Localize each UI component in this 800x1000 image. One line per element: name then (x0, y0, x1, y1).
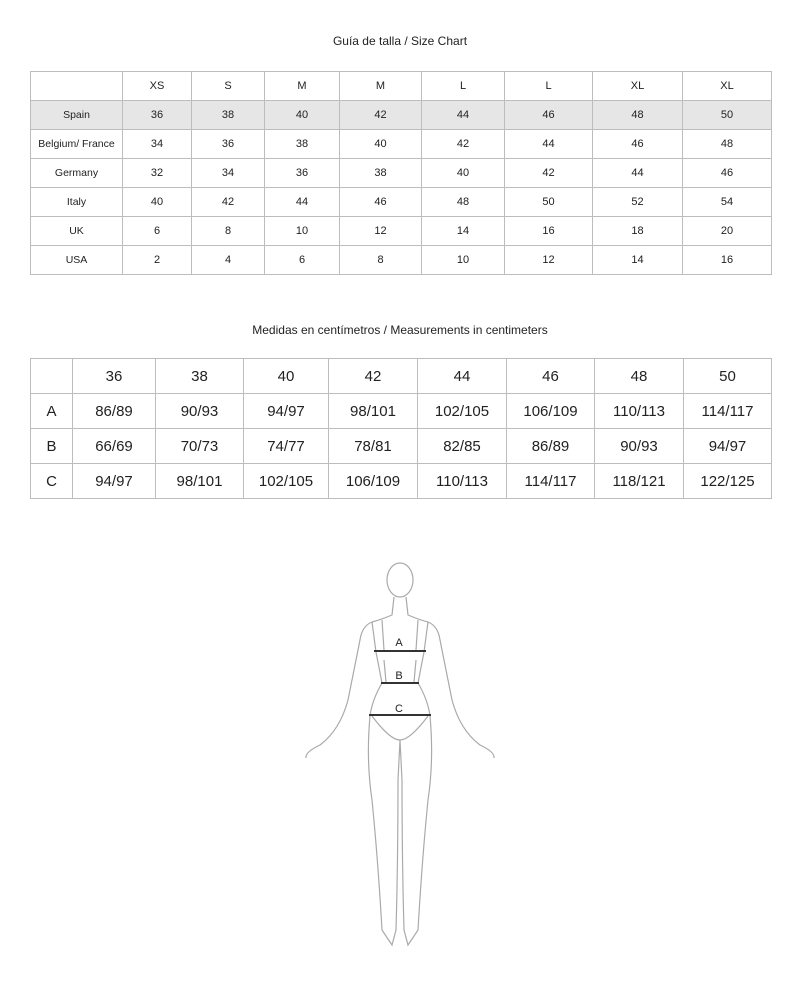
table-row: C 94/97 98/101 102/105 106/109 110/113 114/117… (30, 463, 772, 499)
row-label: B (30, 428, 73, 464)
header-cell: 42 (328, 358, 418, 394)
table-cell: 14 (592, 245, 683, 275)
measurements-title: Medidas en centímetros / Measurements in… (252, 323, 548, 337)
header-cell: 48 (594, 358, 684, 394)
table-cell: 114/117 (683, 393, 772, 429)
table-cell: 42 (339, 100, 422, 130)
header-row: XS S M M L L XL XL (30, 71, 772, 101)
table-row: USA 2 4 6 8 10 12 14 16 (30, 245, 772, 275)
table-cell: 36 (264, 158, 340, 188)
table-cell: 32 (122, 158, 192, 188)
table-cell: 38 (191, 100, 265, 130)
header-cell: 36 (72, 358, 156, 394)
table-cell: 16 (504, 216, 593, 246)
header-cell: 44 (417, 358, 507, 394)
table-cell: 10 (264, 216, 340, 246)
table-cell: 82/85 (417, 428, 507, 464)
table-cell: 118/121 (594, 463, 684, 499)
table-cell: 40 (264, 100, 340, 130)
table-cell: 86/89 (506, 428, 595, 464)
table-cell: 102/105 (243, 463, 329, 499)
table-cell: 48 (682, 129, 772, 159)
header-cell (30, 71, 123, 101)
table-cell: 48 (592, 100, 683, 130)
table-cell: 2 (122, 245, 192, 275)
row-label: Spain (30, 100, 123, 130)
label-a: A (395, 637, 403, 649)
table-cell: 42 (191, 187, 265, 217)
table-cell: 106/109 (506, 393, 595, 429)
table-cell: 94/97 (683, 428, 772, 464)
table-cell: 44 (264, 187, 340, 217)
row-label: Italy (30, 187, 123, 217)
header-cell: 40 (243, 358, 329, 394)
table-cell: 90/93 (594, 428, 684, 464)
table-cell: 98/101 (155, 463, 244, 499)
label-c: C (395, 703, 403, 715)
table-cell: 46 (504, 100, 593, 130)
table-cell: 44 (421, 100, 505, 130)
table-cell: 42 (421, 129, 505, 159)
table-cell: 38 (339, 158, 422, 188)
table-cell: 6 (264, 245, 340, 275)
header-cell: 46 (506, 358, 595, 394)
table-cell: 122/125 (683, 463, 772, 499)
figure-arms (305, 596, 495, 759)
table-cell: 42 (504, 158, 593, 188)
label-b: B (395, 670, 402, 682)
header-cell: XS (122, 71, 192, 101)
table-cell: 78/81 (328, 428, 418, 464)
measurements-table: 36 38 40 42 44 46 48 50 A 86/89 90/93 94/97 98/101 10… (30, 358, 772, 499)
header-cell: L (504, 71, 593, 101)
figure-details (371, 619, 429, 741)
row-label: USA (30, 245, 123, 275)
table-cell: 52 (592, 187, 683, 217)
table-cell: 110/113 (594, 393, 684, 429)
table-cell: 98/101 (328, 393, 418, 429)
table-cell: 8 (339, 245, 422, 275)
table-cell: 12 (504, 245, 593, 275)
header-cell: L (421, 71, 505, 101)
header-cell: XL (682, 71, 772, 101)
table-cell: 106/109 (328, 463, 418, 499)
table-cell: 66/69 (72, 428, 156, 464)
table-cell: 40 (122, 187, 192, 217)
table-cell: 16 (682, 245, 772, 275)
size-chart-title: Guía de talla / Size Chart (332, 34, 468, 48)
table-cell: 114/117 (506, 463, 595, 499)
table-cell: 70/73 (155, 428, 244, 464)
header-cell: XL (592, 71, 683, 101)
table-cell: 46 (682, 158, 772, 188)
table-row: B 66/69 70/73 74/77 78/81 82/85 86/89 90/93 94/9… (30, 428, 772, 464)
table-cell: 6 (122, 216, 192, 246)
table-cell: 110/113 (417, 463, 507, 499)
table-cell: 94/97 (72, 463, 156, 499)
table-cell: 74/77 (243, 428, 329, 464)
table-cell: 20 (682, 216, 772, 246)
table-row: A 86/89 90/93 94/97 98/101 102/105 106/109 110/… (30, 393, 772, 429)
figure-head (386, 562, 414, 598)
size-chart-table: XS S M M L L XL XL Spain 36 38 40 42 44 46 48 50 Belgium/… (30, 71, 772, 275)
table-cell: 54 (682, 187, 772, 217)
table-row: Belgium/ France 34 36 38 40 42 44 46 48 (30, 129, 772, 159)
table-row: Germany 32 34 36 38 40 42 44 46 (30, 158, 772, 188)
table-cell: 34 (122, 129, 192, 159)
table-row: Italy 40 42 44 46 48 50 52 54 (30, 187, 772, 217)
table-cell: 86/89 (72, 393, 156, 429)
